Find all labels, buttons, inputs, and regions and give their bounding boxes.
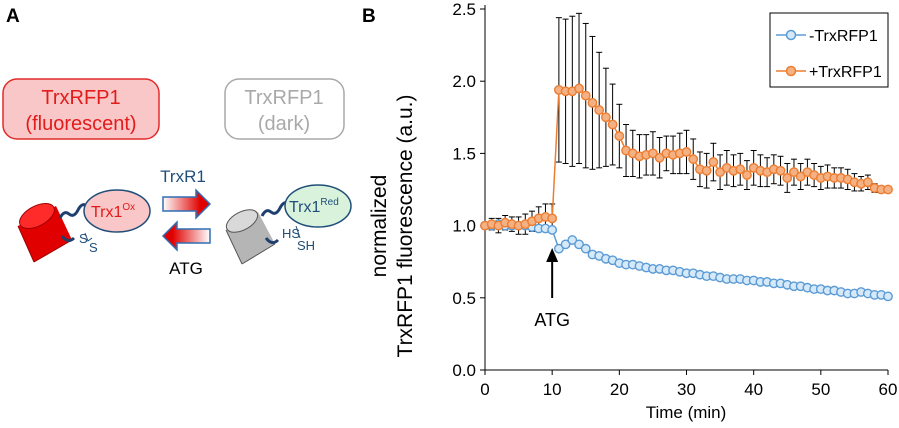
x-tick-label: 50 xyxy=(811,380,830,399)
fluorescent-box-title: TrxRFP1 xyxy=(41,87,120,109)
legend-marker-minus xyxy=(785,29,797,41)
trx1-red-ellipse xyxy=(284,184,352,228)
series-points-group xyxy=(480,83,893,302)
data-point-plus xyxy=(681,147,692,157)
data-point-plus xyxy=(795,171,806,182)
series-line-minus xyxy=(485,223,889,298)
red-barrel-icon xyxy=(17,202,73,263)
x-tick-label: 0 xyxy=(480,380,489,399)
data-point-plus xyxy=(580,90,591,101)
y-axis-title-line1: normalized xyxy=(368,175,391,278)
fluorescent-state-box xyxy=(2,78,160,140)
data-point-minus xyxy=(567,235,578,245)
data-point-plus xyxy=(547,213,558,224)
data-point-minus xyxy=(883,291,893,302)
thiol-1-label: HS xyxy=(282,226,300,241)
x-axis-title: Time (min) xyxy=(646,403,727,422)
data-point-plus xyxy=(742,170,752,180)
thiol-2-label: SH xyxy=(297,238,315,253)
y-tick-label: 0.0 xyxy=(452,361,476,380)
trx1-red-label: Trx1Red xyxy=(289,197,339,216)
y-tick-label: 2.0 xyxy=(452,72,476,91)
thiol-bond-icon xyxy=(295,225,301,239)
x-tick-label: 60 xyxy=(879,380,898,399)
linker-right-tail-icon xyxy=(264,237,280,245)
legend-label-minus: -TrxRFP1 xyxy=(809,28,878,45)
trx1-ox-ellipse xyxy=(83,189,151,233)
data-point-plus xyxy=(587,97,598,108)
x-tick-label: 20 xyxy=(610,380,629,399)
legend: -TrxRFP1 +TrxRFP1 xyxy=(769,12,889,88)
dark-state-box xyxy=(224,78,345,140)
x-tick-label: 30 xyxy=(677,380,696,399)
linker-left-tail-icon xyxy=(60,235,76,243)
x-tick-label: 10 xyxy=(543,380,562,399)
series-lines-group xyxy=(484,87,889,298)
data-point-plus xyxy=(594,105,605,115)
legend-label-plus: +TrxRFP1 xyxy=(809,64,882,81)
data-point-plus xyxy=(607,119,618,130)
x-tick-label: 40 xyxy=(744,380,763,399)
data-point-plus xyxy=(782,173,793,183)
atg-label-a: ATG xyxy=(169,259,203,278)
dark-box-subtitle: (dark) xyxy=(258,113,310,135)
data-point-plus xyxy=(648,148,658,159)
data-point-plus xyxy=(574,83,584,94)
data-point-minus xyxy=(574,239,584,250)
panel-a-letter: A xyxy=(6,6,20,27)
disulfide-bond-icon xyxy=(84,232,93,242)
sulfur-1-label: S xyxy=(79,231,88,246)
data-point-minus xyxy=(560,239,571,250)
y-tick-label: 2.5 xyxy=(452,0,476,19)
data-point-plus xyxy=(775,165,786,176)
data-point-minus xyxy=(580,243,591,254)
trxr1-label: TrxR1 xyxy=(160,167,206,186)
data-point-plus xyxy=(701,165,712,176)
data-point-minus xyxy=(547,225,558,235)
fluorescent-box-subtitle: (fluorescent) xyxy=(25,113,136,135)
data-point-plus xyxy=(601,112,611,123)
data-point-plus xyxy=(735,164,746,175)
x-ticks-group: 0 10 20 30 40 50 60 xyxy=(480,370,897,399)
reverse-arrow-icon xyxy=(161,220,211,252)
gray-barrel-icon xyxy=(225,209,276,265)
y-tick-label: 1.0 xyxy=(452,217,476,236)
y-tick-label: 1.5 xyxy=(452,144,476,163)
data-point-plus xyxy=(688,154,699,165)
data-point-plus xyxy=(715,167,725,178)
data-point-plus xyxy=(789,167,799,178)
atg-arrow-head-icon xyxy=(546,248,559,262)
sulfur-2-label: S xyxy=(89,240,98,255)
trx1-ox-label: Trx1Ox xyxy=(91,202,135,221)
y-tick-label: 0.5 xyxy=(452,289,476,308)
legend-marker-plus xyxy=(785,65,797,77)
data-point-plus xyxy=(708,157,719,167)
panel-b-letter: B xyxy=(362,6,376,27)
data-point-plus xyxy=(883,184,893,195)
atg-annotation: ATG xyxy=(534,248,570,330)
data-point-plus xyxy=(654,152,665,163)
forward-arrow-icon xyxy=(162,188,212,220)
data-point-plus xyxy=(862,177,873,188)
data-point-plus xyxy=(614,131,625,141)
atg-annotation-label: ATG xyxy=(534,310,570,330)
y-ticks-group: 0.0 0.5 1.0 1.5 2.0 2.5 xyxy=(452,0,485,380)
dark-box-title: TrxRFP1 xyxy=(244,87,323,109)
data-point-minus xyxy=(553,243,564,254)
y-axis-title-line2: TrxRFP1 fluorescence (a.u.) xyxy=(394,95,417,358)
